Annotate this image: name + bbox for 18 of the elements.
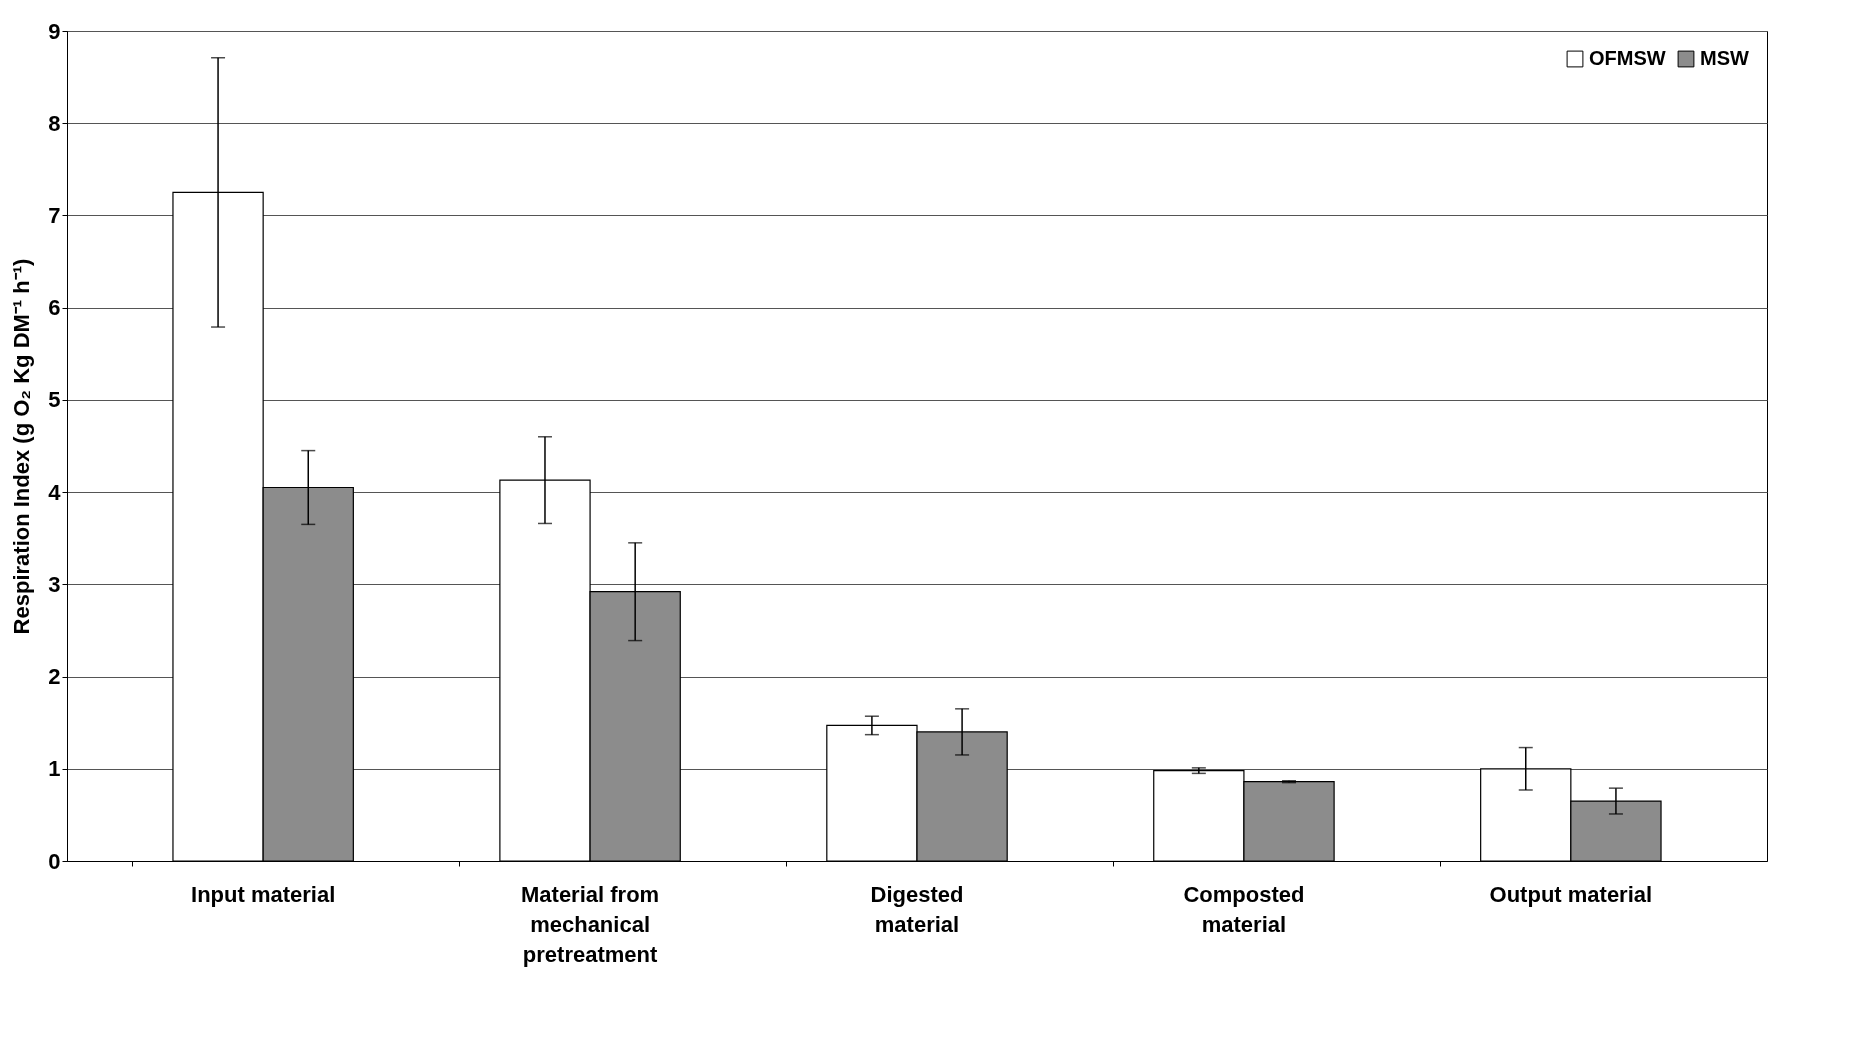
x-tick-label: Digested material xyxy=(870,881,964,937)
x-tick-label: Output material xyxy=(1489,881,1653,907)
y-tick-label: 2 xyxy=(48,664,61,690)
y-tick-label: 3 xyxy=(48,571,61,597)
x-tick-label: Composted material xyxy=(1183,881,1305,937)
y-tick-label: 6 xyxy=(48,295,61,321)
y-tick-label: 9 xyxy=(48,18,61,44)
legend-label: MSW xyxy=(1700,47,1749,69)
y-tick-label: 7 xyxy=(48,202,61,228)
y-tick-label: 5 xyxy=(48,387,61,413)
x-tick-label: Material from mechanical pretreatment xyxy=(521,881,660,967)
x-tick-label: Input material xyxy=(191,881,336,907)
y-tick-label: 1 xyxy=(48,756,61,782)
y-tick-label: 0 xyxy=(48,848,61,874)
y-tick-label: 4 xyxy=(48,479,62,505)
legend-label: OFMSW xyxy=(1589,47,1666,69)
y-axis-title: Respiration Index (g O₂ Kg DM⁻¹ h⁻¹) xyxy=(9,258,35,635)
y-tick-label: 8 xyxy=(48,110,61,136)
